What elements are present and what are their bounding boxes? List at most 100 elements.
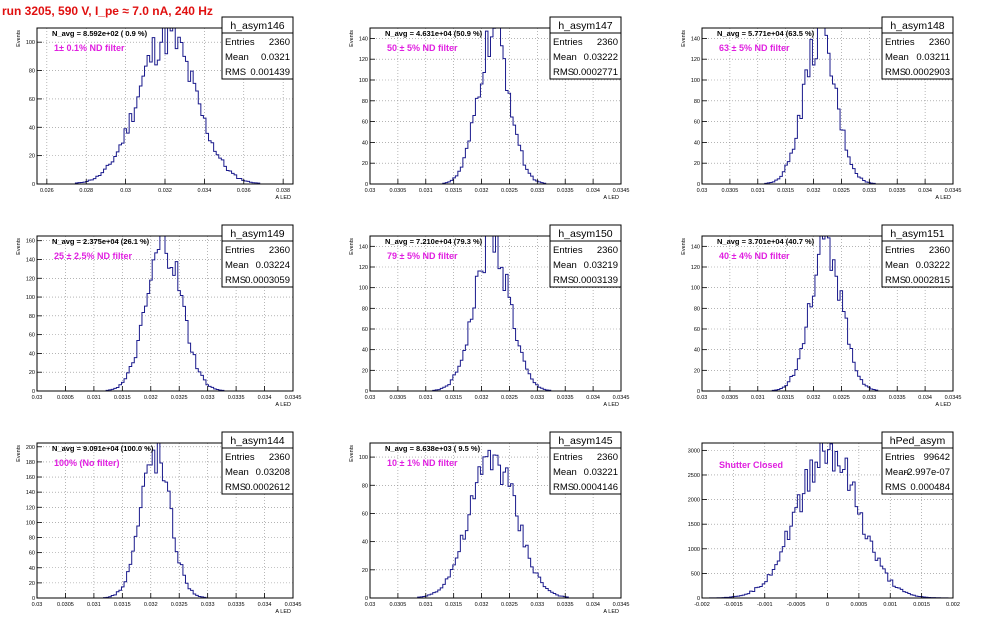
x-axis-label: A LED [935,402,951,408]
stats-box [549,16,622,80]
stats-value: 0.03224 [256,260,290,271]
x-tick-label: 0.0345 [945,188,962,194]
x-tick-label: 0.0335 [228,395,245,401]
y-tick-label: 60 [362,327,368,333]
x-tick-label: 0.032 [475,188,489,194]
x-tick-label: -0.001 [757,602,773,608]
x-tick-label: 0.031 [419,188,433,194]
filter-label: Shutter Closed [719,460,783,470]
x-tick-label: 0.0305 [389,188,406,194]
histogram-panel-h_asym151: 0.03 0.0305 0.031 0.0315 0.032 0.0325 0.033 0.0… [681,224,961,408]
y-axis-label: Events [349,30,355,47]
n-avg-label: N_avg = 4.631e+04 (50.9 %) [385,29,483,38]
histogram-panel-hPed_asym: -0.002 -0.0015 -0.001 -0.0005 0 0.0005 0.001 0.… [688,431,960,608]
x-tick-label: 0.03 [120,188,131,194]
stats-value: 0.0003059 [245,275,290,286]
x-tick-label: 0.0325 [171,395,188,401]
y-tick-label: 200 [26,445,35,451]
y-tick-label: 60 [362,511,368,517]
y-tick-label: 160 [26,239,35,245]
x-tick-label: 0.0335 [889,395,906,401]
stats-value: 2360 [597,37,618,48]
y-axis-label: Events [349,238,355,255]
y-tick-label: 0 [32,596,35,602]
n-avg-label: N_avg = 8.638e+03 ( 9.5 %) [385,444,481,453]
stats-box [221,431,294,495]
n-avg-label: N_avg = 2.375e+04 (26.1 %) [52,237,150,246]
x-tick-label: 0.031 [419,395,433,401]
stats-title: h_asym144 [230,435,284,447]
x-tick-label: 0.0335 [889,188,906,194]
y-tick-label: 40 [362,140,368,146]
y-tick-label: 3000 [688,448,700,454]
x-tick-label: 0.0345 [613,188,630,194]
stats-box [549,224,622,288]
x-tick-label: 0.034 [198,188,212,194]
y-tick-label: 80 [362,99,368,105]
stats-key: Entries [885,37,915,48]
histogram-panel-h_asym150: 0.03 0.0305 0.031 0.0315 0.032 0.0325 0.033 0.0… [349,224,629,408]
x-tick-label: 0.032 [807,188,821,194]
x-tick-label: 0.03 [697,395,708,401]
x-tick-label: 0.032 [475,395,489,401]
stats-box [221,16,294,80]
x-tick-label: 0.0305 [57,395,74,401]
y-tick-label: 120 [359,57,368,63]
y-axis-label: Events [16,445,22,462]
x-tick-label: 0.034 [586,188,600,194]
x-tick-label: 0.0325 [171,602,188,608]
y-tick-label: 0 [697,389,700,395]
x-tick-label: 0.038 [276,188,290,194]
y-axis-label: Events [681,238,687,255]
y-tick-label: 40 [29,566,35,572]
stats-key: Entries [885,245,915,256]
stats-key: RMS [225,482,246,493]
filter-label: 100% (No filter) [54,458,120,468]
stats-key: Entries [225,37,255,48]
y-tick-label: 0 [32,182,35,188]
y-tick-label: 2500 [688,473,700,479]
stats-key: Mean [225,260,249,271]
plot-frame [701,235,954,392]
y-tick-label: 120 [691,57,700,63]
y-axis-label: Events [16,30,22,47]
y-tick-label: 80 [29,69,35,75]
y-tick-label: 140 [26,490,35,496]
stats-value: 2360 [269,452,290,463]
x-tick-label: 0.0325 [833,395,850,401]
x-tick-label: 0.0335 [228,602,245,608]
y-tick-label: 40 [694,348,700,354]
x-tick-label: 0.03 [32,395,43,401]
histogram-line [370,449,621,599]
x-tick-label: 0.0325 [501,395,518,401]
stats-box [221,224,294,288]
x-tick-label: 0.0305 [721,395,738,401]
y-tick-label: 0 [365,596,368,602]
stats-value: 2360 [597,245,618,256]
y-tick-label: 60 [694,327,700,333]
y-tick-label: 140 [691,244,700,250]
n-avg-label: N_avg = 7.210e+04 (79.3 %) [385,237,483,246]
stats-title: hPed_asym [890,435,946,447]
x-tick-label: 0 [826,602,829,608]
stats-value: 0.0002815 [905,275,950,286]
y-tick-label: 60 [694,120,700,126]
x-tick-label: 0.033 [530,188,544,194]
stats-key: Entries [225,452,255,463]
x-tick-label: 0.0345 [285,395,302,401]
y-tick-label: 160 [26,475,35,481]
x-tick-label: 0.026 [40,188,54,194]
y-tick-label: 120 [691,265,700,271]
stats-value: 0.0004146 [573,482,618,493]
y-tick-label: 100 [26,295,35,301]
stats-title: h_asym150 [558,228,612,240]
x-tick-label: 0.0335 [557,188,574,194]
x-tick-label: 0.0325 [833,188,850,194]
x-tick-label: 0.0345 [613,602,630,608]
plot-frame [36,235,294,392]
stats-title: h_asym146 [230,20,284,32]
histogram-panel-h_asym145: 0.03 0.0305 0.031 0.0315 0.032 0.0325 0.033 0.0… [349,431,630,615]
x-tick-label: 0.0315 [445,602,462,608]
x-tick-label: 0.03 [365,188,376,194]
stats-value: 2360 [929,37,950,48]
